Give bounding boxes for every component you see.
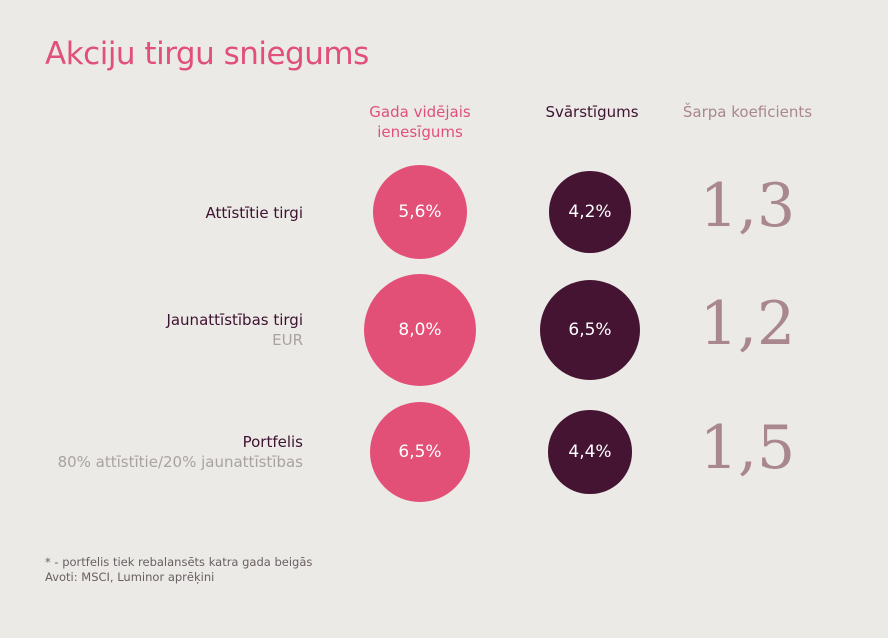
column-header-sharpe: Šarpa koeficients — [682, 103, 813, 121]
row-label-portfolio: Portfelis 80% attīstītie/20% jaunattīstī… — [58, 432, 303, 472]
sharpe-value: 1,2 — [699, 289, 796, 359]
footnote: * - portfelis tiek rebalansēts katra gad… — [45, 555, 312, 585]
column-header-volatility: Svārstīgums — [545, 103, 639, 121]
return-bubble: 8,0% — [364, 274, 476, 386]
row-label-developed: Attīstītie tirgi — [206, 203, 303, 223]
column-header-return: Gada vidējais ienesīgums — [369, 103, 471, 141]
row-sublabel: 80% attīstītie/20% jaunattīstības — [57, 453, 303, 471]
return-bubble: 6,5% — [369, 401, 471, 503]
sharpe-value: 1,5 — [699, 413, 796, 483]
volatility-bubble: 4,4% — [548, 410, 632, 494]
return-bubble: 5,6% — [373, 165, 467, 259]
row-label-text: Portfelis — [242, 433, 303, 451]
volatility-bubble: 4,2% — [549, 171, 631, 253]
sharpe-value: 1,3 — [699, 171, 796, 241]
row-sublabel: EUR — [272, 331, 303, 349]
row-label-text: Attīstītie tirgi — [205, 204, 303, 222]
chart-title: Akciju tirgu sniegums — [45, 36, 369, 72]
row-label-emerging: Jaunattīstības tirgi EUR — [166, 310, 303, 350]
source-line: Avoti: MSCI, Luminor aprēķini — [45, 570, 215, 584]
row-label-text: Jaunattīstības tirgi — [166, 311, 303, 329]
footnote-line: * - portfelis tiek rebalansēts katra gad… — [45, 555, 313, 569]
volatility-bubble: 6,5% — [539, 279, 641, 381]
